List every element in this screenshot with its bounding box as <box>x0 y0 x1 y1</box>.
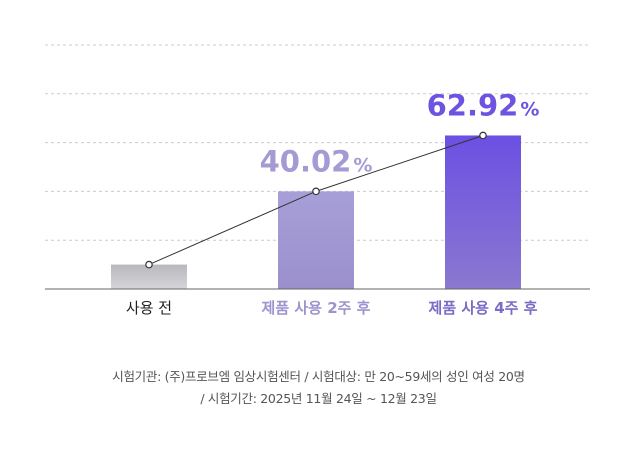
category-label-3: 제품 사용 4주 후 <box>429 299 538 317</box>
bar-3 <box>445 135 521 289</box>
trend-point-3 <box>479 131 487 140</box>
study-info-line-2: / 시험기간: 2025년 11월 24일 ~ 12월 23일 <box>200 391 437 406</box>
value-label-2: 40.02% <box>260 144 373 178</box>
bar-chart: 40.02 % 62.92% 사용 전 제품 사용 2주 후 제품 사용 4주 후 <box>45 44 590 317</box>
bars <box>111 135 521 289</box>
trend-point-2 <box>312 187 320 196</box>
bar-2 <box>278 191 354 289</box>
value-label-3: 62.92% <box>427 88 540 122</box>
bar-1 <box>111 264 187 289</box>
category-labels: 사용 전 제품 사용 2주 후 제품 사용 4주 후 <box>126 299 538 317</box>
category-label-1: 사용 전 <box>126 299 172 317</box>
category-label-2: 제품 사용 2주 후 <box>262 299 371 317</box>
trend-point-1 <box>145 260 153 269</box>
trend-points <box>145 131 487 269</box>
study-info-line-1: 시험기관: (주)프로브엠 임상시험센터 / 시험대상: 만 20~59세의 성… <box>112 369 525 384</box>
